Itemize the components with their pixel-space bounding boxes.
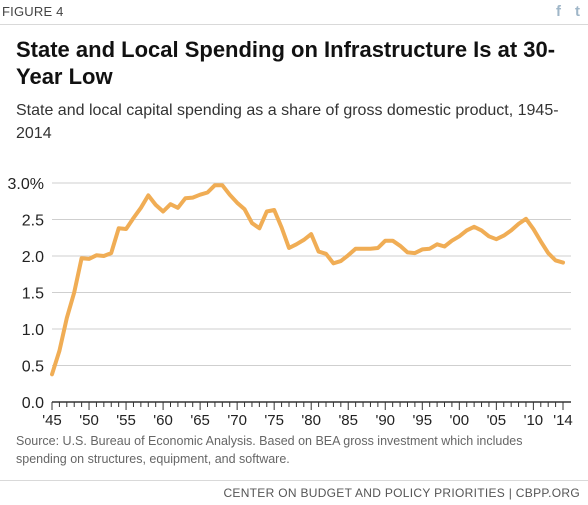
share-bar: f t (556, 3, 580, 20)
axes (51, 401, 571, 410)
y-tick-label: 1.0 (22, 322, 44, 339)
top-divider (0, 24, 588, 25)
bottom-divider (0, 480, 588, 481)
x-tick-label: '70 (227, 412, 247, 427)
figure-label: FIGURE 4 (2, 4, 64, 19)
series-line (50, 183, 565, 377)
x-tick-label: '85 (338, 412, 358, 427)
x-tick-label: '60 (153, 412, 173, 427)
x-tick-label: '00 (450, 412, 470, 427)
line-chart: 0.0 0.5 1.0 1.5 2.0 2.5 3.0% '45 '50 '55 '60 '65 '70… (8, 176, 573, 427)
facebook-icon[interactable]: f (556, 3, 561, 20)
x-tick-label: '45 (42, 412, 62, 427)
x-tick-label: '55 (116, 412, 136, 427)
y-tick-label: 1.5 (22, 286, 44, 303)
footer-credit: CENTER ON BUDGET AND POLICY PRIORITIES |… (223, 486, 580, 500)
x-tick-label: '10 (524, 412, 544, 427)
y-tick-label: 3.0% (8, 176, 44, 193)
x-tick-label: '75 (264, 412, 284, 427)
series-layer (50, 183, 565, 377)
y-tick-label: 2.5 (22, 213, 44, 230)
twitter-icon[interactable]: t (575, 3, 580, 20)
gridlines (52, 182, 571, 366)
x-tick-label: '65 (190, 412, 210, 427)
y-tick-label: 0.5 (22, 359, 44, 376)
x-tick-label: '80 (301, 412, 321, 427)
x-tick-label: '14 (553, 412, 573, 427)
x-tick-label: '50 (79, 412, 99, 427)
chart-title: State and Local Spending on Infrastructu… (16, 37, 556, 89)
source-note: Source: U.S. Bureau of Economic Analysis… (16, 434, 523, 466)
chart-subtitle: State and local capital spending as a sh… (16, 102, 559, 142)
x-tick-label: '90 (375, 412, 395, 427)
x-tick-label: '95 (413, 412, 433, 427)
y-tick-label: 0.0 (22, 395, 44, 412)
y-tick-label: 2.0 (22, 249, 44, 266)
tick-labels: 0.0 0.5 1.0 1.5 2.0 2.5 3.0% '45 '50 '55 '60 '65 '70… (8, 176, 573, 427)
x-tick-label: '05 (487, 412, 507, 427)
